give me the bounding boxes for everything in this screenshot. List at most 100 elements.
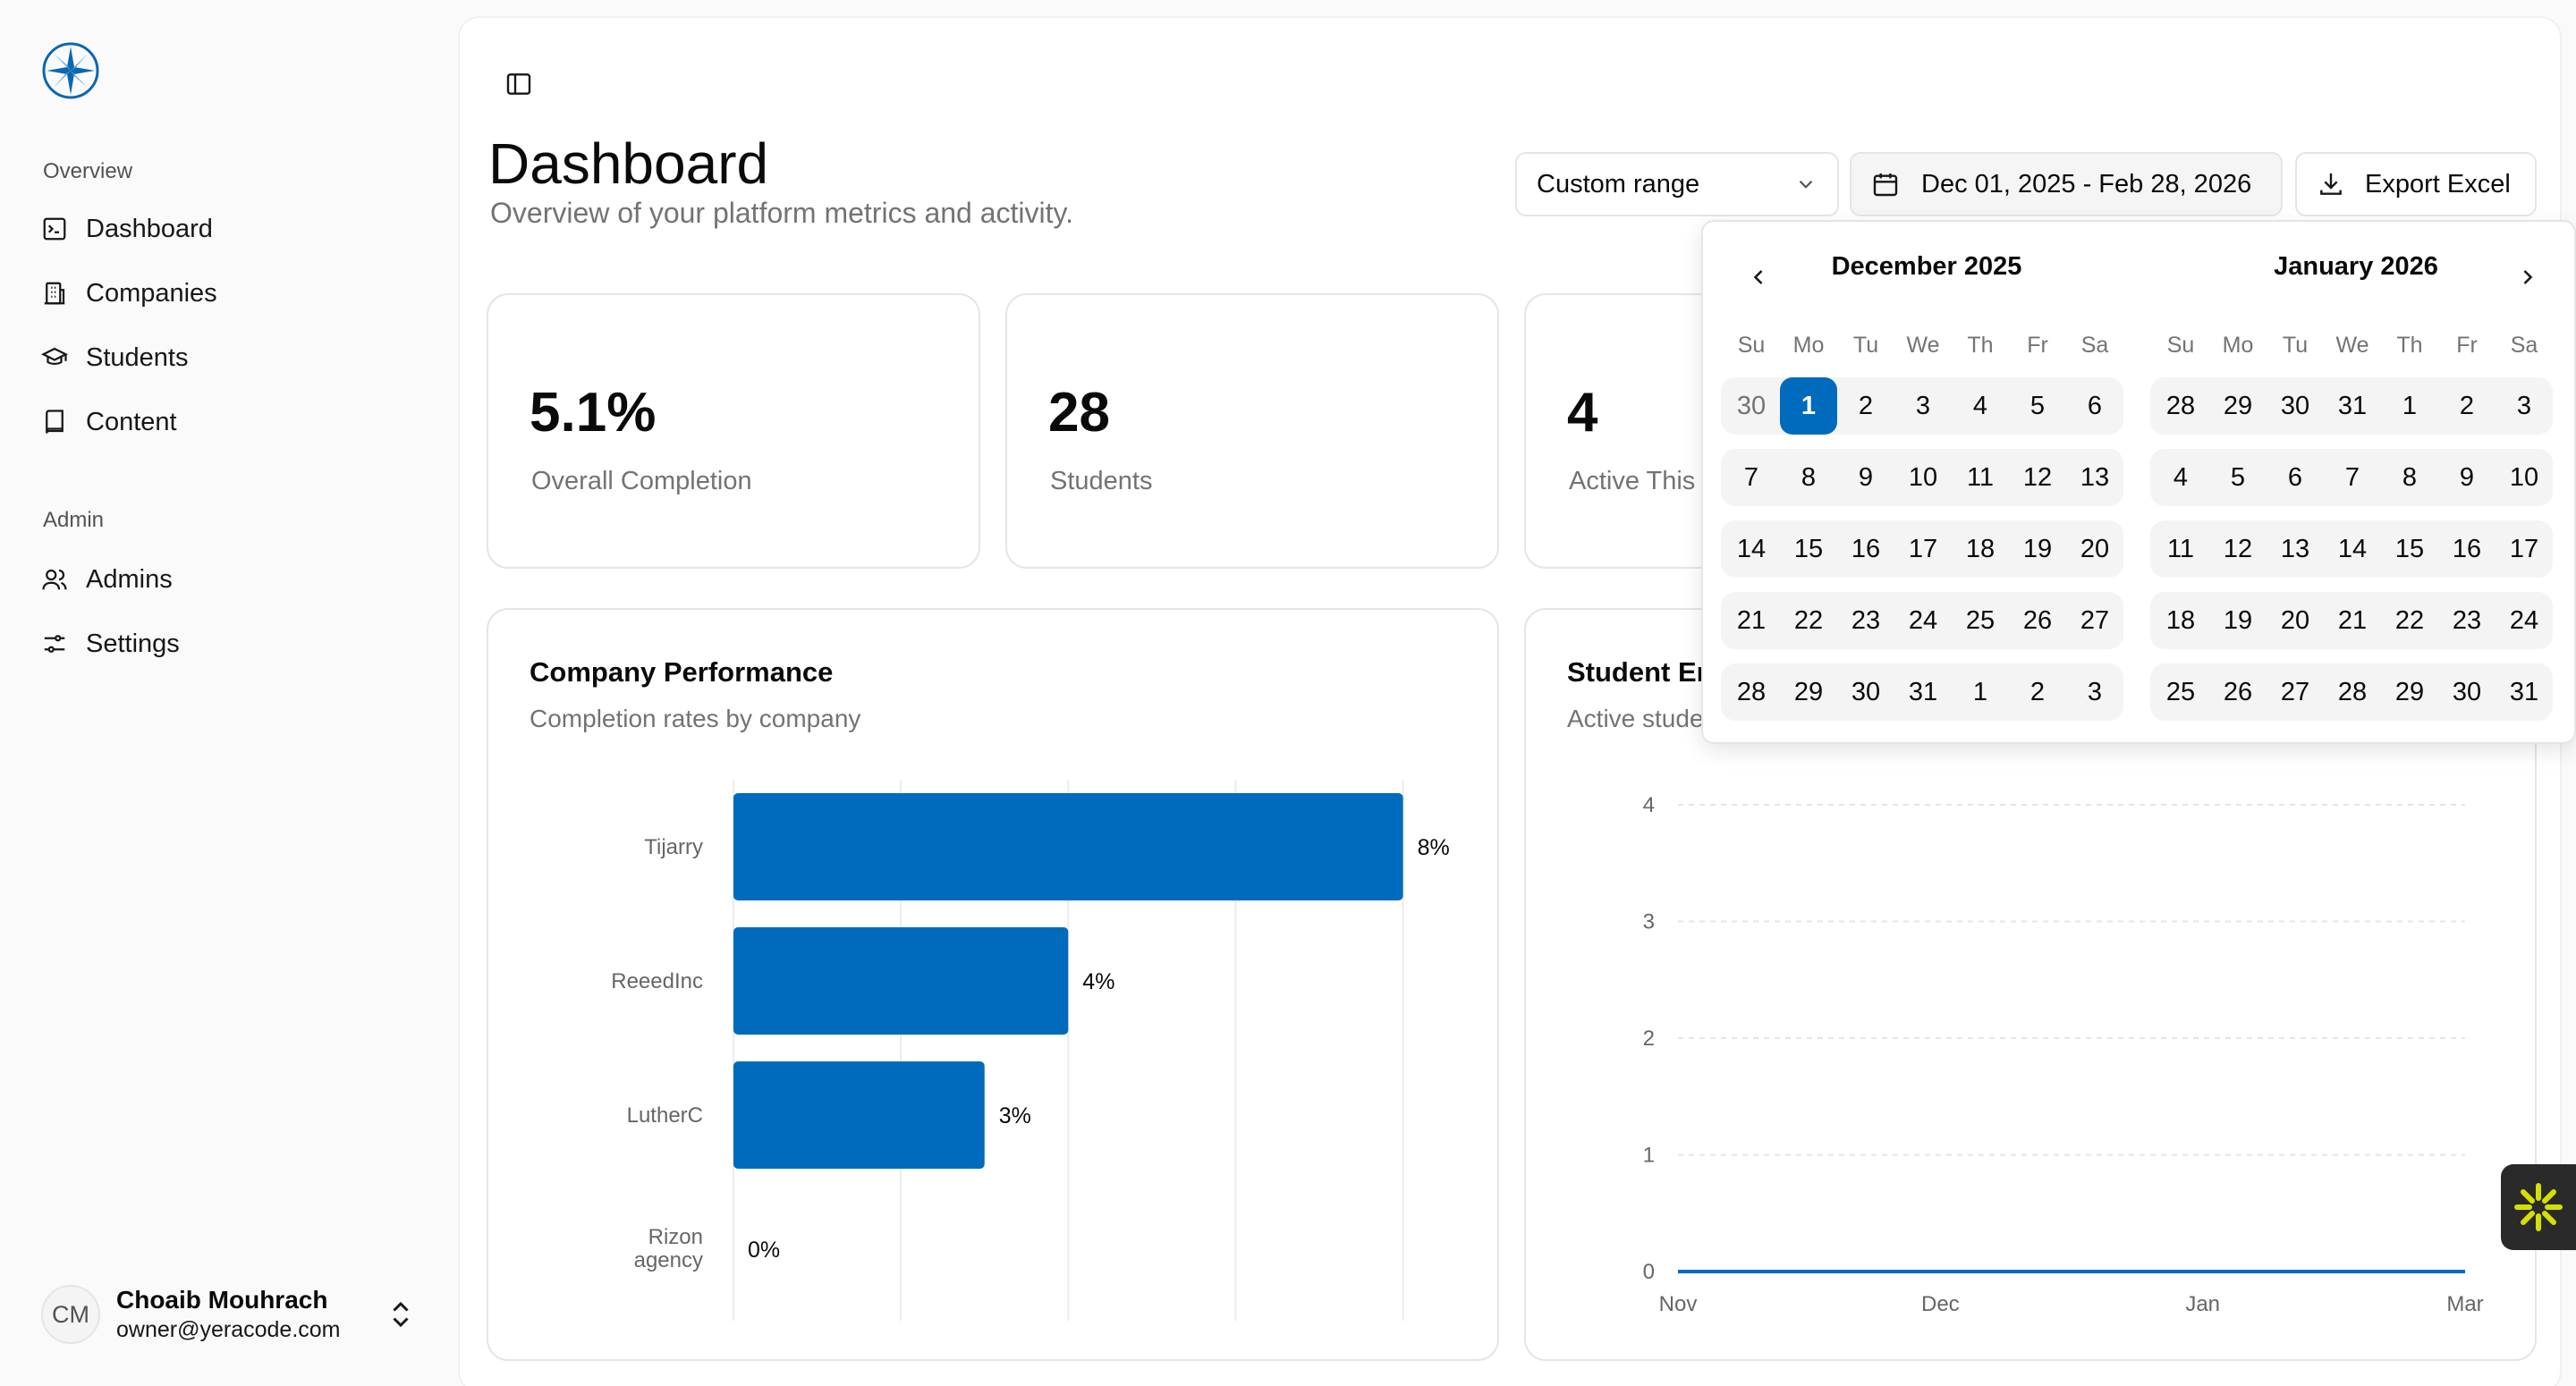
calendar-day[interactable]: 22 [1793,605,1824,635]
sidebar-item-content[interactable]: Content [41,397,417,447]
sidebar-toggle-button[interactable] [492,57,546,111]
sidebar-item-label: Students [86,342,189,372]
calendar-day[interactable]: 28 [2165,391,2196,420]
next-month-button[interactable] [2508,258,2547,297]
calendar-day[interactable]: 13 [2280,534,2310,563]
calendar-day[interactable]: 18 [1965,534,1996,563]
y-tick-label: LutherC [627,1103,703,1128]
calendar-day[interactable]: 3 [1915,391,1931,420]
company-performance-card: Company Performance Completion rates by … [487,608,1499,1361]
range-select[interactable]: Custom range [1515,152,1839,216]
calendar-day[interactable]: 2 [2029,677,2046,706]
calendar-day[interactable]: 31 [2337,391,2368,420]
calendar-day[interactable]: 30 [1736,391,1767,420]
calendar-day[interactable]: 30 [2280,391,2310,420]
calendar-day[interactable]: 10 [2509,462,2539,492]
calendar-day[interactable]: 21 [2337,605,2368,635]
sidebar-item-label: Settings [86,629,180,658]
calendar-day[interactable]: 14 [2337,534,2368,563]
calendar-day[interactable]: 7 [1743,462,1759,492]
calendar-day[interactable]: 26 [2022,605,2053,635]
calendar-day[interactable]: 26 [2223,677,2253,706]
calendar-day[interactable]: 7 [2344,462,2360,492]
calendar-day[interactable]: 30 [2452,677,2482,706]
calendar-day[interactable]: 29 [1793,677,1824,706]
calendar-day[interactable]: 23 [1851,605,1881,635]
calendar-day[interactable]: 11 [2166,534,2195,563]
calendar-day[interactable]: 8 [1801,462,1817,492]
calendar-day[interactable]: 4 [1972,391,1988,420]
calendar-day[interactable]: 20 [2280,605,2310,635]
weekday-label: Tu [1852,333,1879,358]
calendar-day[interactable]: 25 [2165,677,2196,706]
calendar-day[interactable]: 17 [1908,534,1938,563]
calendar-day[interactable]: 1 [2402,391,2418,420]
calendar-day[interactable]: 5 [2029,391,2046,420]
calendar-day[interactable]: 9 [2459,462,2475,492]
calendar-day[interactable]: 31 [2509,677,2539,706]
calendar-day[interactable]: 5 [2230,462,2246,492]
export-excel-button[interactable]: Export Excel [2295,152,2537,216]
calendar-week-row [2150,377,2553,435]
calendar-day[interactable]: 8 [2402,462,2418,492]
calendar-day[interactable]: 21 [1736,605,1767,635]
calendar-day[interactable]: 9 [1858,462,1874,492]
calendar-day[interactable]: 3 [2516,391,2532,420]
calendar-day[interactable]: 27 [2280,677,2310,706]
sidebar-item-students[interactable]: Students [41,333,417,383]
previous-month-button[interactable] [1739,258,1778,297]
calendar-day[interactable]: 14 [1736,534,1767,563]
calendar-day[interactable]: 10 [1908,462,1938,492]
date-range-text: Dec 01, 2025 - Feb 28, 2026 [1921,169,2252,199]
calendar-day[interactable]: 18 [2165,605,2196,635]
calendar-day[interactable]: 13 [2080,462,2110,492]
calendar-day[interactable]: 15 [2394,534,2425,563]
compass-logo-icon[interactable] [41,41,100,100]
calendar-day[interactable]: 30 [1851,677,1881,706]
user-menu[interactable]: CM Choaib Mouhrach owner@yeracode.com [41,1280,417,1348]
calendar-day[interactable]: 25 [1965,605,1996,635]
calendar-day[interactable]: 6 [2087,391,2103,420]
weekday-label: Th [2396,333,2423,358]
calendar-day[interactable]: 29 [2223,391,2253,420]
sidebar-item-companies[interactable]: Companies [41,268,417,318]
calendar-day[interactable]: 29 [2394,677,2425,706]
calendar-day[interactable]: 23 [2452,605,2482,635]
y-tick-label: Rizon [648,1225,703,1249]
sidebar-item-settings[interactable]: Settings [41,619,417,669]
calendar-day[interactable]: 3 [2087,677,2103,706]
chevrons-up-down-icon[interactable] [385,1298,417,1331]
download-icon [2320,173,2342,195]
date-range-button[interactable]: Dec 01, 2025 - Feb 28, 2026 [1850,152,2283,216]
calendar-day[interactable]: 22 [2394,605,2425,635]
calendar-day[interactable]: 24 [1908,605,1938,635]
calendar-day[interactable]: 19 [2022,534,2053,563]
calendar-day[interactable]: 12 [2022,462,2053,492]
calendar-day[interactable]: 11 [1966,462,1995,492]
calendar-day[interactable]: 27 [2080,605,2110,635]
y-tick-label: 1 [1643,1144,1655,1168]
calendar-day[interactable]: 31 [1908,677,1938,706]
users-icon [42,569,67,590]
calendar-day[interactable]: 24 [2509,605,2539,635]
calendar-day[interactable]: 4 [2173,462,2189,492]
calendar-day[interactable]: 20 [2080,534,2110,563]
calendar-day[interactable]: 28 [1736,677,1767,706]
calendar-day[interactable]: 17 [2509,534,2539,563]
bar [733,1061,985,1169]
sidebar-item-dashboard[interactable]: Dashboard [41,204,417,254]
calendar-day[interactable]: 19 [2223,605,2253,635]
calendar-day[interactable]: 28 [2337,677,2368,706]
calendar-day[interactable]: 16 [1851,534,1881,563]
calendar-day[interactable]: 2 [2459,391,2475,420]
building-icon [44,282,65,305]
assistant-widget-button[interactable] [2501,1164,2576,1250]
calendar-day[interactable]: 15 [1793,534,1824,563]
calendar-day[interactable]: 1 [1780,377,1837,435]
calendar-day[interactable]: 6 [2287,462,2303,492]
sidebar-item-admins[interactable]: Admins [41,554,417,604]
calendar-day[interactable]: 2 [1858,391,1874,420]
calendar-day[interactable]: 12 [2223,534,2253,563]
calendar-day[interactable]: 16 [2452,534,2482,563]
calendar-day[interactable]: 1 [1972,677,1988,706]
